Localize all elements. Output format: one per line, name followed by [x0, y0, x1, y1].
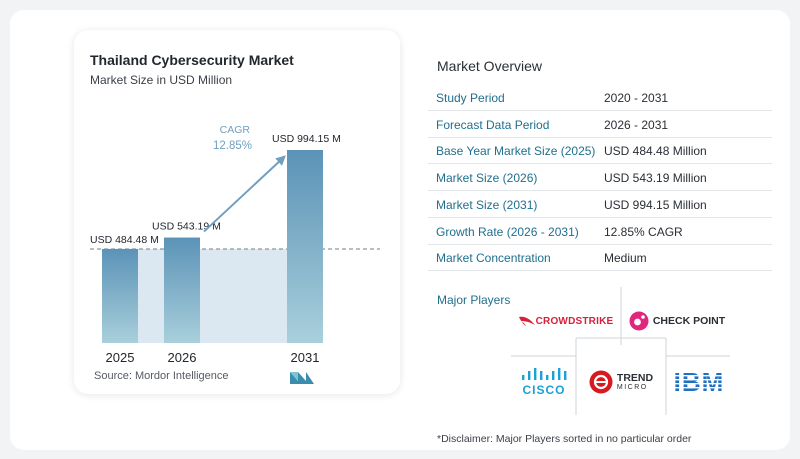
- bar-2025: [102, 248, 138, 343]
- trend-micro-logo: TREND MICRO: [577, 362, 665, 402]
- cagr-label: CAGR: [220, 124, 251, 136]
- overview-row-label: Base Year Market Size (2025): [436, 144, 596, 159]
- overview-row: Growth Rate (2026 - 2031) 12.85% CAGR: [428, 218, 772, 245]
- overview-row: Market Size (2026) USD 543.19 Million: [428, 164, 772, 192]
- overview-row: Market Size (2031) USD 994.15 Million: [428, 191, 772, 218]
- overview-row-value: 12.85% CAGR: [604, 224, 683, 239]
- cisco-logo: CISCO: [512, 362, 576, 402]
- chart-subtitle: Market Size in USD Million: [90, 73, 233, 87]
- source-note: Source: Mordor Intelligence: [94, 370, 229, 382]
- cagr-value: 12.85%: [213, 140, 252, 152]
- overview-row-value: USD 484.48 Million: [604, 144, 707, 159]
- overview-row-label: Market Size (2026): [436, 171, 538, 186]
- overview-title: Market Overview: [437, 58, 543, 74]
- cagr-arrow: [203, 155, 286, 233]
- trend-label: TREND: [616, 372, 654, 385]
- value-label: USD 543.19 M: [152, 221, 221, 233]
- value-label: USD 484.48 M: [90, 234, 159, 246]
- check-point-icon: [629, 311, 649, 331]
- chart-panel: Thailand Cybersecurity Market Market Siz…: [74, 30, 400, 394]
- x-tick-label: 2025: [106, 350, 135, 365]
- ibm-label: IBM: [673, 366, 725, 397]
- overview-row: Forecast Data Period 2026 - 2031: [428, 111, 772, 138]
- overview-row-label: Market Concentration: [436, 251, 551, 266]
- value-label: USD 994.15 M: [272, 133, 341, 145]
- check-point-label: CHECK POINT: [652, 315, 726, 327]
- crowdstrike-label: CROWDSTRIKE: [535, 315, 614, 327]
- micro-label: MICRO: [616, 383, 648, 391]
- check-point-logo: CHECK POINT: [622, 306, 732, 336]
- overview-row-value: 2020 - 2031: [604, 91, 669, 105]
- overview-row-label: Study Period: [436, 91, 505, 105]
- overview-row-value: USD 543.19 Million: [604, 171, 707, 186]
- report-card: Thailand Cybersecurity Market Market Siz…: [10, 10, 790, 450]
- disclaimer: *Disclaimer: Major Players sorted in no …: [437, 433, 692, 445]
- mordor-logo-icon: [290, 372, 314, 384]
- players-grid: [511, 287, 730, 415]
- x-tick-label: 2026: [168, 350, 197, 365]
- overview-row-label: Forecast Data Period: [436, 117, 550, 132]
- falcon-icon: [518, 316, 535, 326]
- overview-row: Study Period 2020 - 2031: [428, 84, 772, 111]
- overview-row-label: Growth Rate (2026 - 2031): [436, 224, 579, 239]
- baseline-shade: [138, 248, 287, 343]
- major-players-title: Major Players: [437, 293, 511, 307]
- cisco-bars-icon: [522, 367, 567, 380]
- overview-row-value: Medium: [604, 251, 647, 266]
- overview-row: Market Concentration Medium: [428, 244, 772, 272]
- overview-row-label: Market Size (2031): [436, 197, 538, 212]
- bar-2031: [287, 150, 323, 343]
- overview-row: Base Year Market Size (2025) USD 484.48 M…: [428, 137, 772, 165]
- trend-micro-icon: [589, 370, 613, 394]
- overview-row-value: 2026 - 2031: [604, 117, 669, 132]
- ibm-stripes-icon: [667, 375, 731, 389]
- crowdstrike-logo: CROWDSTRIKE: [512, 306, 620, 336]
- ibm-logo: IBM: [667, 362, 731, 402]
- x-tick-label: 2031: [291, 350, 320, 365]
- chart-title: Thailand Cybersecurity Market: [90, 52, 294, 68]
- overview-row-value: USD 994.15 Million: [604, 197, 707, 212]
- bar-2026: [164, 237, 200, 343]
- cisco-label: CISCO: [522, 382, 566, 397]
